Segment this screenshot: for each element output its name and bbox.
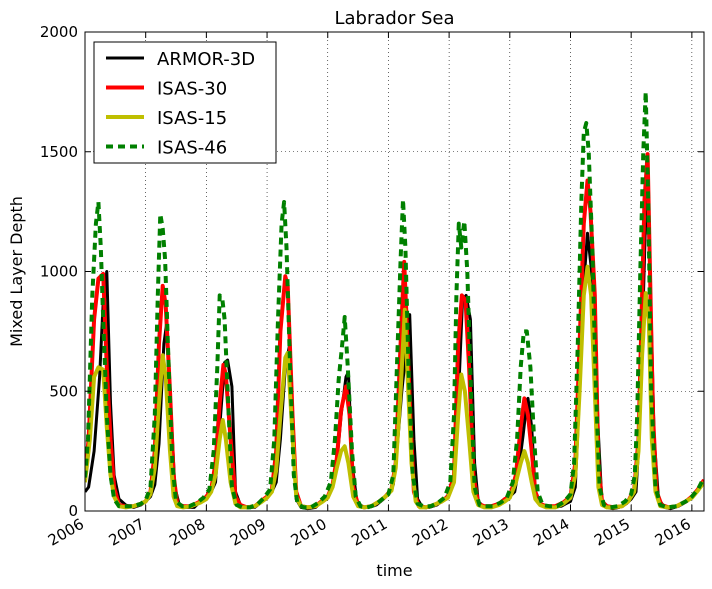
y-tick-label: 1000 <box>40 263 78 281</box>
series-lines <box>85 89 704 511</box>
series-line-isas-46 <box>85 89 704 510</box>
chart-title: Labrador Sea <box>334 8 454 29</box>
y-tick-label: 1500 <box>40 143 78 161</box>
y-tick-label: 500 <box>49 382 78 400</box>
legend-label: ISAS-46 <box>157 138 227 159</box>
y-axis-label: Mixed Layer Depth <box>7 196 26 347</box>
y-tick-label: 0 <box>68 502 78 520</box>
legend: ARMOR-3D ISAS-30 ISAS-15 ISAS-46 <box>93 41 277 164</box>
y-tick-label: 2000 <box>40 23 78 41</box>
legend-label: ARMOR-3D <box>157 49 255 70</box>
legend-label: ISAS-30 <box>157 79 227 100</box>
legend-label: ISAS-15 <box>157 108 227 129</box>
x-axis-label: time <box>376 561 412 580</box>
series-line-isas-15 <box>85 264 704 510</box>
legend-box <box>93 41 277 164</box>
